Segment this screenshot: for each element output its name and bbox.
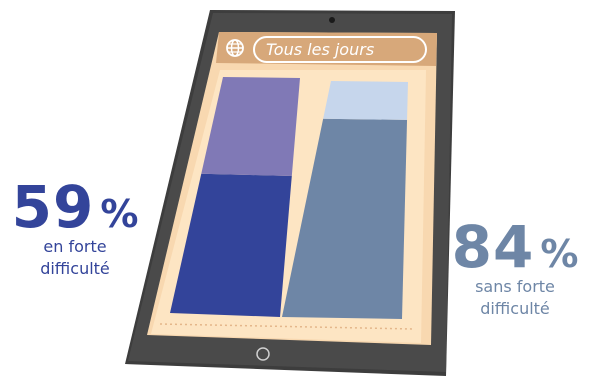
globe-icon — [226, 39, 244, 57]
stat-left-value: 59% — [0, 178, 150, 236]
stat-left-label-line1: en forte — [43, 237, 107, 256]
stat-left-label-line2: difficulté — [40, 259, 110, 278]
stat-left-number: 59 — [11, 173, 95, 241]
stat-left: 59% en forte difficulté — [0, 178, 150, 280]
panel-dotted-line — [159, 323, 415, 330]
stacked-bars — [170, 77, 408, 319]
stat-right-value: 84% — [440, 218, 590, 276]
stat-right-label-line1: sans forte — [475, 277, 555, 296]
stat-right: 84% sans forte difficulté — [440, 218, 590, 320]
stat-right-unit: % — [540, 232, 579, 276]
bar-1-segment-1 — [170, 173, 292, 317]
bar-2-segment-1 — [282, 118, 408, 319]
camera-dot — [329, 17, 335, 23]
stat-right-number: 84 — [451, 213, 535, 281]
screen-header — [216, 32, 437, 66]
header-pill — [253, 36, 427, 63]
bar-1-segment-2 — [201, 77, 300, 176]
stat-left-unit: % — [100, 192, 139, 236]
stat-right-label-line2: difficulté — [480, 299, 550, 318]
header-title: Tous les jours — [266, 40, 374, 59]
home-button[interactable] — [256, 347, 270, 361]
bar-2-segment-2 — [323, 81, 408, 120]
